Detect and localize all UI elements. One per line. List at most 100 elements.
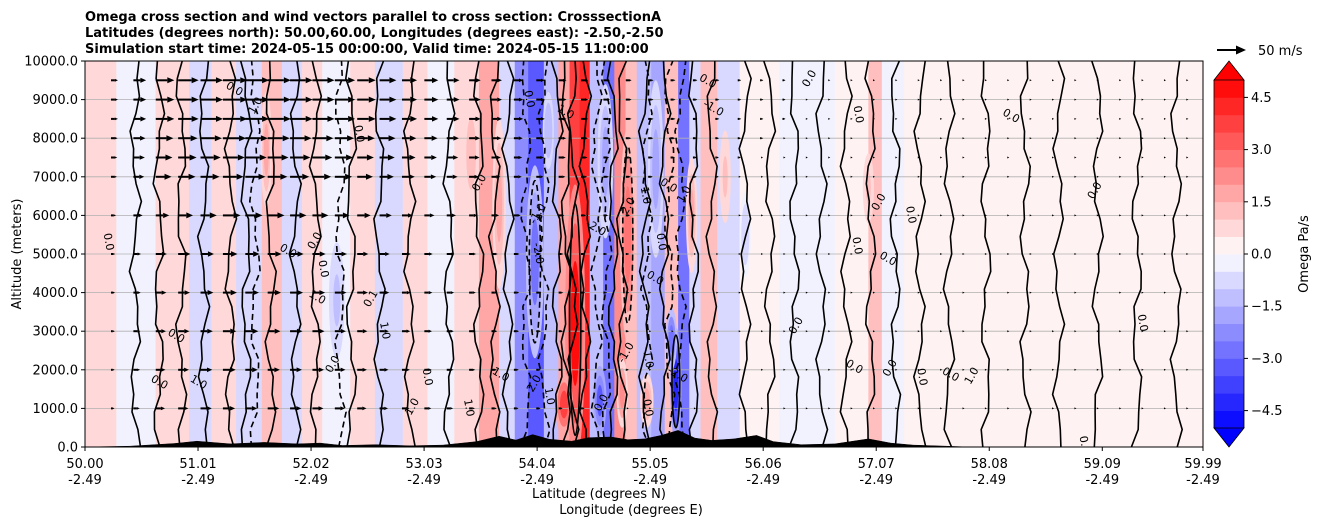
wind-vector (1007, 175, 1010, 178)
title-line-2: Latitudes (degrees north): 50.00,60.00, … (85, 26, 664, 41)
wind-vector-head (582, 368, 585, 371)
wind-vector-head (940, 79, 943, 82)
wind-vector (783, 214, 786, 217)
wind-vector-head (649, 330, 652, 333)
colorbar-level (1214, 80, 1244, 98)
wind-vector-head (1074, 291, 1077, 294)
wind-vector (761, 175, 764, 178)
wind-vector (222, 135, 247, 142)
wind-vector (245, 77, 270, 84)
wind-vector-head (738, 368, 741, 371)
wind-vector (178, 96, 199, 103)
wind-vector-head (1186, 291, 1189, 294)
wind-vector-head (538, 330, 541, 333)
wind-vector (401, 252, 412, 256)
wind-vector (850, 156, 853, 159)
terrain-profile (85, 430, 1203, 447)
wind-vector-head (215, 77, 223, 84)
wind-vector-head (694, 175, 697, 178)
wind-vector-head (1141, 330, 1144, 333)
wind-vector-head (363, 290, 368, 295)
wind-vector-head (389, 96, 397, 103)
wind-vector (738, 407, 741, 410)
wind-vector-head (895, 407, 898, 410)
wind-vector-head (432, 77, 439, 84)
contour-solid-27 (763, 61, 777, 447)
wind-vector (581, 117, 589, 121)
wind-vector (312, 290, 326, 296)
wind-vector-head (1029, 407, 1032, 410)
quiver-key: 50 m/s (1217, 44, 1303, 59)
wind-vector-head (539, 214, 543, 217)
wind-vector (1186, 98, 1189, 101)
wind-vector (469, 174, 479, 179)
wind-vector (200, 135, 222, 142)
wind-vector (357, 135, 375, 142)
wind-vector (783, 175, 786, 178)
wind-vector-head (649, 368, 652, 371)
wind-vector-head (649, 291, 652, 294)
wind-vector-head (895, 330, 898, 333)
wind-vector (1209, 137, 1211, 139)
wind-vector-head (112, 407, 115, 410)
contour-dashed-0 (519, 61, 532, 447)
wind-vector (379, 290, 390, 295)
wind-vector (222, 289, 237, 296)
wind-vector-head (206, 406, 212, 411)
wind-vector (1141, 98, 1144, 101)
wind-vector-head (1074, 214, 1077, 217)
wind-vector (805, 214, 808, 217)
wind-vector (603, 330, 607, 333)
wind-vector-head (340, 328, 346, 334)
wind-vector (1074, 156, 1077, 159)
wind-vector (245, 96, 270, 103)
wind-vector (625, 137, 632, 140)
wind-vector-head (828, 368, 831, 371)
wind-vector (1163, 117, 1166, 120)
wind-vector-head (1186, 330, 1189, 333)
quiver-key-label: 50 m/s (1258, 44, 1303, 59)
wind-vector-head (984, 175, 987, 178)
wind-vector (962, 291, 965, 294)
colorbar-level (1214, 358, 1244, 377)
wind-vector (312, 328, 325, 334)
wind-vector-head (1029, 117, 1032, 120)
wind-vector (850, 175, 853, 178)
wind-vector (783, 330, 786, 333)
wind-vector-head (783, 407, 786, 410)
wind-vector (155, 367, 166, 372)
wind-vector (558, 136, 567, 140)
wind-vector-head (368, 115, 376, 122)
wind-vector (491, 97, 502, 102)
contour-solid-13 (472, 61, 485, 447)
wind-vector-head (451, 213, 456, 218)
wind-vector (581, 175, 588, 179)
omega-cell-6-level-2 (624, 186, 632, 284)
wind-vector (761, 407, 764, 410)
wind-vector-head (805, 330, 808, 333)
y-axis-label: Altitude (meters) (10, 199, 25, 310)
wind-vector (1163, 137, 1166, 140)
wind-vector (155, 251, 167, 257)
wind-vector (895, 214, 898, 217)
wind-vector (1052, 253, 1055, 255)
wind-vector-head (540, 155, 544, 160)
wind-vector-head (584, 136, 588, 140)
wind-vector-head (297, 289, 304, 296)
wind-vector-head (140, 97, 147, 103)
wind-vector (558, 330, 563, 333)
wind-vector-head (1141, 368, 1144, 371)
wind-vector-head (497, 116, 502, 121)
wind-vector-head (540, 97, 545, 102)
wind-vector-head (1096, 253, 1099, 255)
wind-vector-head (1029, 156, 1032, 159)
wind-vector-head (518, 117, 524, 121)
wind-vector (1096, 368, 1099, 371)
wind-vector (1029, 175, 1032, 178)
x-tick-label-latitude: 58.08 (971, 457, 1008, 472)
wind-vector (873, 330, 876, 333)
wind-vector-head (1141, 214, 1144, 217)
wind-vector (940, 175, 943, 178)
wind-vector (245, 328, 259, 334)
wind-vector-head (562, 78, 567, 82)
